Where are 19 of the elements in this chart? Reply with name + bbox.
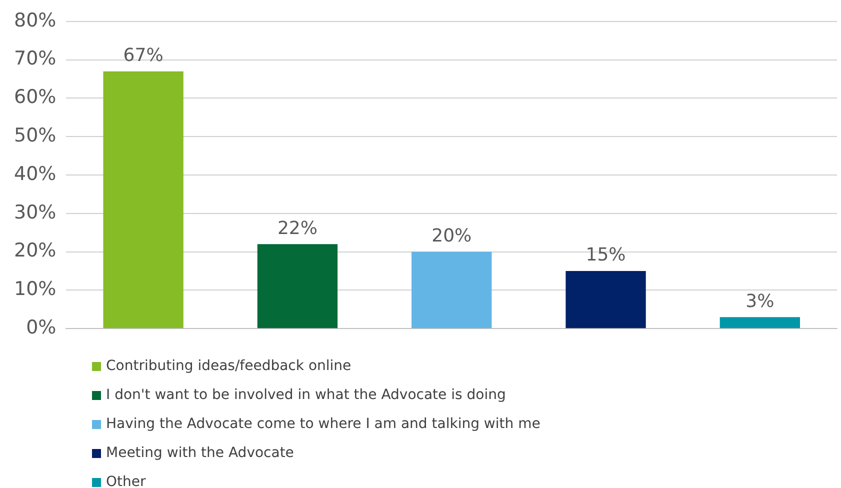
y-tick-label: 10% bbox=[14, 278, 56, 300]
y-tick-label: 40% bbox=[14, 162, 56, 185]
legend-label: Meeting with the Advocate bbox=[106, 444, 294, 463]
legend-label: Having the Advocate come to where I am and talking with me bbox=[106, 415, 540, 434]
data-label: 15% bbox=[586, 244, 626, 266]
y-tick-label: 30% bbox=[14, 201, 56, 224]
y-tick-label: 50% bbox=[14, 124, 56, 147]
legend-label: Other bbox=[106, 473, 146, 488]
y-tick-label: 80% bbox=[14, 9, 56, 32]
y-tick-label: 20% bbox=[14, 240, 56, 262]
legend-label: I don't want to be involved in what the Advocate is doing bbox=[106, 386, 506, 405]
y-tick-label: 0% bbox=[26, 316, 56, 339]
data-label: 67% bbox=[123, 44, 164, 66]
data-label: 3% bbox=[746, 290, 774, 312]
y-tick-label: 60% bbox=[14, 86, 56, 108]
y-tick-label: 70% bbox=[14, 48, 56, 70]
legend-label: Contributing ideas/feedback online bbox=[106, 357, 352, 376]
data-label: 22% bbox=[277, 218, 318, 239]
data-label: 20% bbox=[432, 225, 472, 246]
